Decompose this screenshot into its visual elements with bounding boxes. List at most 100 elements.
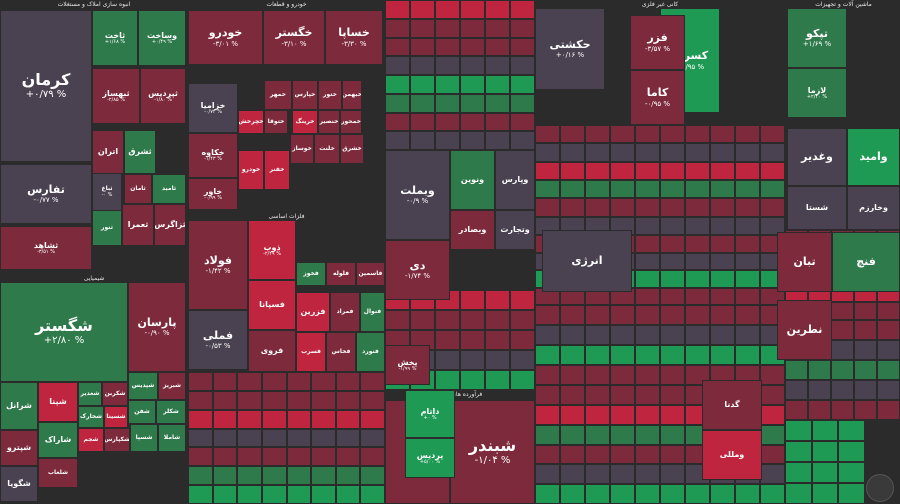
- treemap-tile[interactable]: خکاوه -۱/۴۳ %: [188, 133, 238, 178]
- treemap-tile-small[interactable]: [854, 302, 877, 320]
- treemap-tile[interactable]: فمراد: [330, 292, 360, 332]
- treemap-tile[interactable]: خاور -۰/۹۹ %: [188, 178, 238, 210]
- treemap-tile-small[interactable]: [560, 161, 585, 180]
- treemap-tile[interactable]: خبهمن: [342, 80, 362, 110]
- treemap-tile[interactable]: ثعمرا: [122, 204, 154, 246]
- treemap-tile-small[interactable]: [660, 325, 685, 345]
- treemap-tile[interactable]: فاسمین: [356, 262, 385, 286]
- treemap-tile-small[interactable]: [660, 143, 685, 162]
- treemap-tile-small[interactable]: [286, 428, 312, 448]
- treemap-tile-small[interactable]: [510, 93, 535, 113]
- treemap-tile-small[interactable]: [710, 143, 735, 162]
- treemap-tile-small[interactable]: [385, 37, 410, 57]
- treemap-tile-small[interactable]: [485, 370, 510, 390]
- treemap-tile-small[interactable]: [435, 93, 460, 113]
- treemap-tile-small[interactable]: [535, 325, 560, 345]
- treemap-tile-small[interactable]: [811, 420, 839, 441]
- treemap-tile-small[interactable]: [610, 405, 635, 425]
- treemap-tile-small[interactable]: [485, 290, 510, 310]
- treemap-tile-small[interactable]: [286, 485, 312, 504]
- treemap-tile-small[interactable]: [831, 360, 854, 380]
- treemap-tile[interactable]: خزامیا -۰/۷۲ %: [188, 83, 238, 133]
- treemap-tile-small[interactable]: [410, 75, 435, 94]
- treemap-tile-small[interactable]: [635, 216, 660, 235]
- treemap-tile-small[interactable]: [735, 180, 760, 199]
- treemap-tile-small[interactable]: [610, 385, 635, 405]
- treemap-tile-small[interactable]: [735, 125, 760, 144]
- treemap-tile-small[interactable]: [410, 0, 435, 19]
- treemap-tile-small[interactable]: [360, 447, 385, 467]
- treemap-tile[interactable]: خپارس: [292, 80, 318, 110]
- treemap-tile-small[interactable]: [635, 405, 660, 425]
- treemap-tile-small[interactable]: [660, 270, 685, 288]
- treemap-tile[interactable]: شجم: [78, 428, 104, 452]
- treemap-tile-small[interactable]: [760, 180, 785, 199]
- treemap-tile-small[interactable]: [435, 18, 460, 38]
- treemap-tile[interactable]: شپدیس: [128, 372, 158, 400]
- treemap-tile-small[interactable]: [785, 441, 812, 462]
- treemap-tile-small[interactable]: [635, 424, 660, 445]
- treemap-tile-small[interactable]: [560, 180, 585, 199]
- treemap-tile[interactable]: پخش -۱/۹۹ %: [385, 345, 430, 385]
- treemap-tile-small[interactable]: [435, 370, 460, 390]
- treemap-tile[interactable]: وبصادر: [450, 210, 495, 250]
- treemap-tile-small[interactable]: [212, 409, 238, 429]
- treemap-tile-small[interactable]: [685, 161, 710, 180]
- treemap-tile[interactable]: شسینا: [104, 406, 128, 428]
- treemap-tile-small[interactable]: [854, 360, 877, 380]
- treemap-tile-small[interactable]: [710, 484, 735, 504]
- treemap-tile-small[interactable]: [760, 365, 785, 385]
- treemap-tile[interactable]: فخاس: [326, 332, 356, 372]
- treemap-tile-small[interactable]: [485, 93, 510, 113]
- treemap-tile-small[interactable]: [188, 428, 213, 448]
- treemap-tile-small[interactable]: [610, 424, 635, 445]
- treemap-tile[interactable]: انرژی: [542, 230, 632, 292]
- treemap-tile-small[interactable]: [237, 466, 262, 486]
- treemap-tile-small[interactable]: [838, 420, 865, 441]
- treemap-tile[interactable]: وبملت -۰/۹ %: [385, 150, 450, 240]
- treemap-tile-small[interactable]: [610, 365, 635, 385]
- treemap-tile-small[interactable]: [212, 466, 238, 486]
- treemap-tile-small[interactable]: [510, 75, 535, 94]
- treemap-tile-small[interactable]: [385, 310, 410, 330]
- treemap-tile[interactable]: فزرین: [296, 292, 330, 332]
- treemap-tile-small[interactable]: [585, 345, 610, 365]
- treemap-tile-small[interactable]: [535, 305, 560, 325]
- treemap-tile[interactable]: ونوین: [450, 150, 495, 210]
- treemap-tile-small[interactable]: [460, 370, 485, 390]
- treemap-tile-small[interactable]: [760, 161, 785, 180]
- treemap-tile-small[interactable]: [360, 409, 385, 429]
- treemap-tile[interactable]: خرینگ: [292, 110, 318, 134]
- treemap-tile-small[interactable]: [560, 143, 585, 162]
- treemap-tile-small[interactable]: [610, 305, 635, 325]
- treemap-tile-small[interactable]: [685, 125, 710, 144]
- treemap-tile[interactable]: فخوز: [296, 262, 326, 286]
- treemap-tile-small[interactable]: [635, 287, 660, 305]
- treemap-tile-small[interactable]: [311, 409, 336, 429]
- treemap-tile-small[interactable]: [535, 444, 560, 465]
- treemap-tile-small[interactable]: [785, 483, 812, 504]
- treemap-tile-small[interactable]: [460, 330, 485, 350]
- treemap-tile[interactable]: فلوله: [326, 262, 356, 286]
- treemap-tile-small[interactable]: [854, 400, 877, 420]
- treemap-tile-small[interactable]: [610, 180, 635, 199]
- treemap-tile-small[interactable]: [785, 360, 808, 380]
- treemap-tile-small[interactable]: [286, 466, 312, 486]
- treemap-tile-small[interactable]: [877, 302, 900, 320]
- treemap-tile-small[interactable]: [188, 390, 213, 410]
- treemap-tile-small[interactable]: [212, 485, 238, 504]
- treemap-tile-small[interactable]: [877, 400, 900, 420]
- treemap-tile-small[interactable]: [435, 37, 460, 57]
- treemap-tile-small[interactable]: [585, 444, 610, 465]
- treemap-tile-small[interactable]: [286, 372, 312, 391]
- treemap-tile[interactable]: خودرو: [238, 150, 264, 190]
- treemap-tile-small[interactable]: [535, 405, 560, 425]
- treemap-tile-small[interactable]: [735, 484, 760, 504]
- treemap-tile[interactable]: خلنت: [314, 134, 340, 164]
- treemap-tile-small[interactable]: [212, 390, 238, 410]
- treemap-tile-small[interactable]: [785, 400, 808, 420]
- treemap-tile[interactable]: فسرب: [296, 332, 326, 372]
- treemap-tile-small[interactable]: [535, 198, 560, 217]
- treemap-tile[interactable]: خوساز: [290, 134, 314, 164]
- treemap-tile-small[interactable]: [510, 370, 535, 390]
